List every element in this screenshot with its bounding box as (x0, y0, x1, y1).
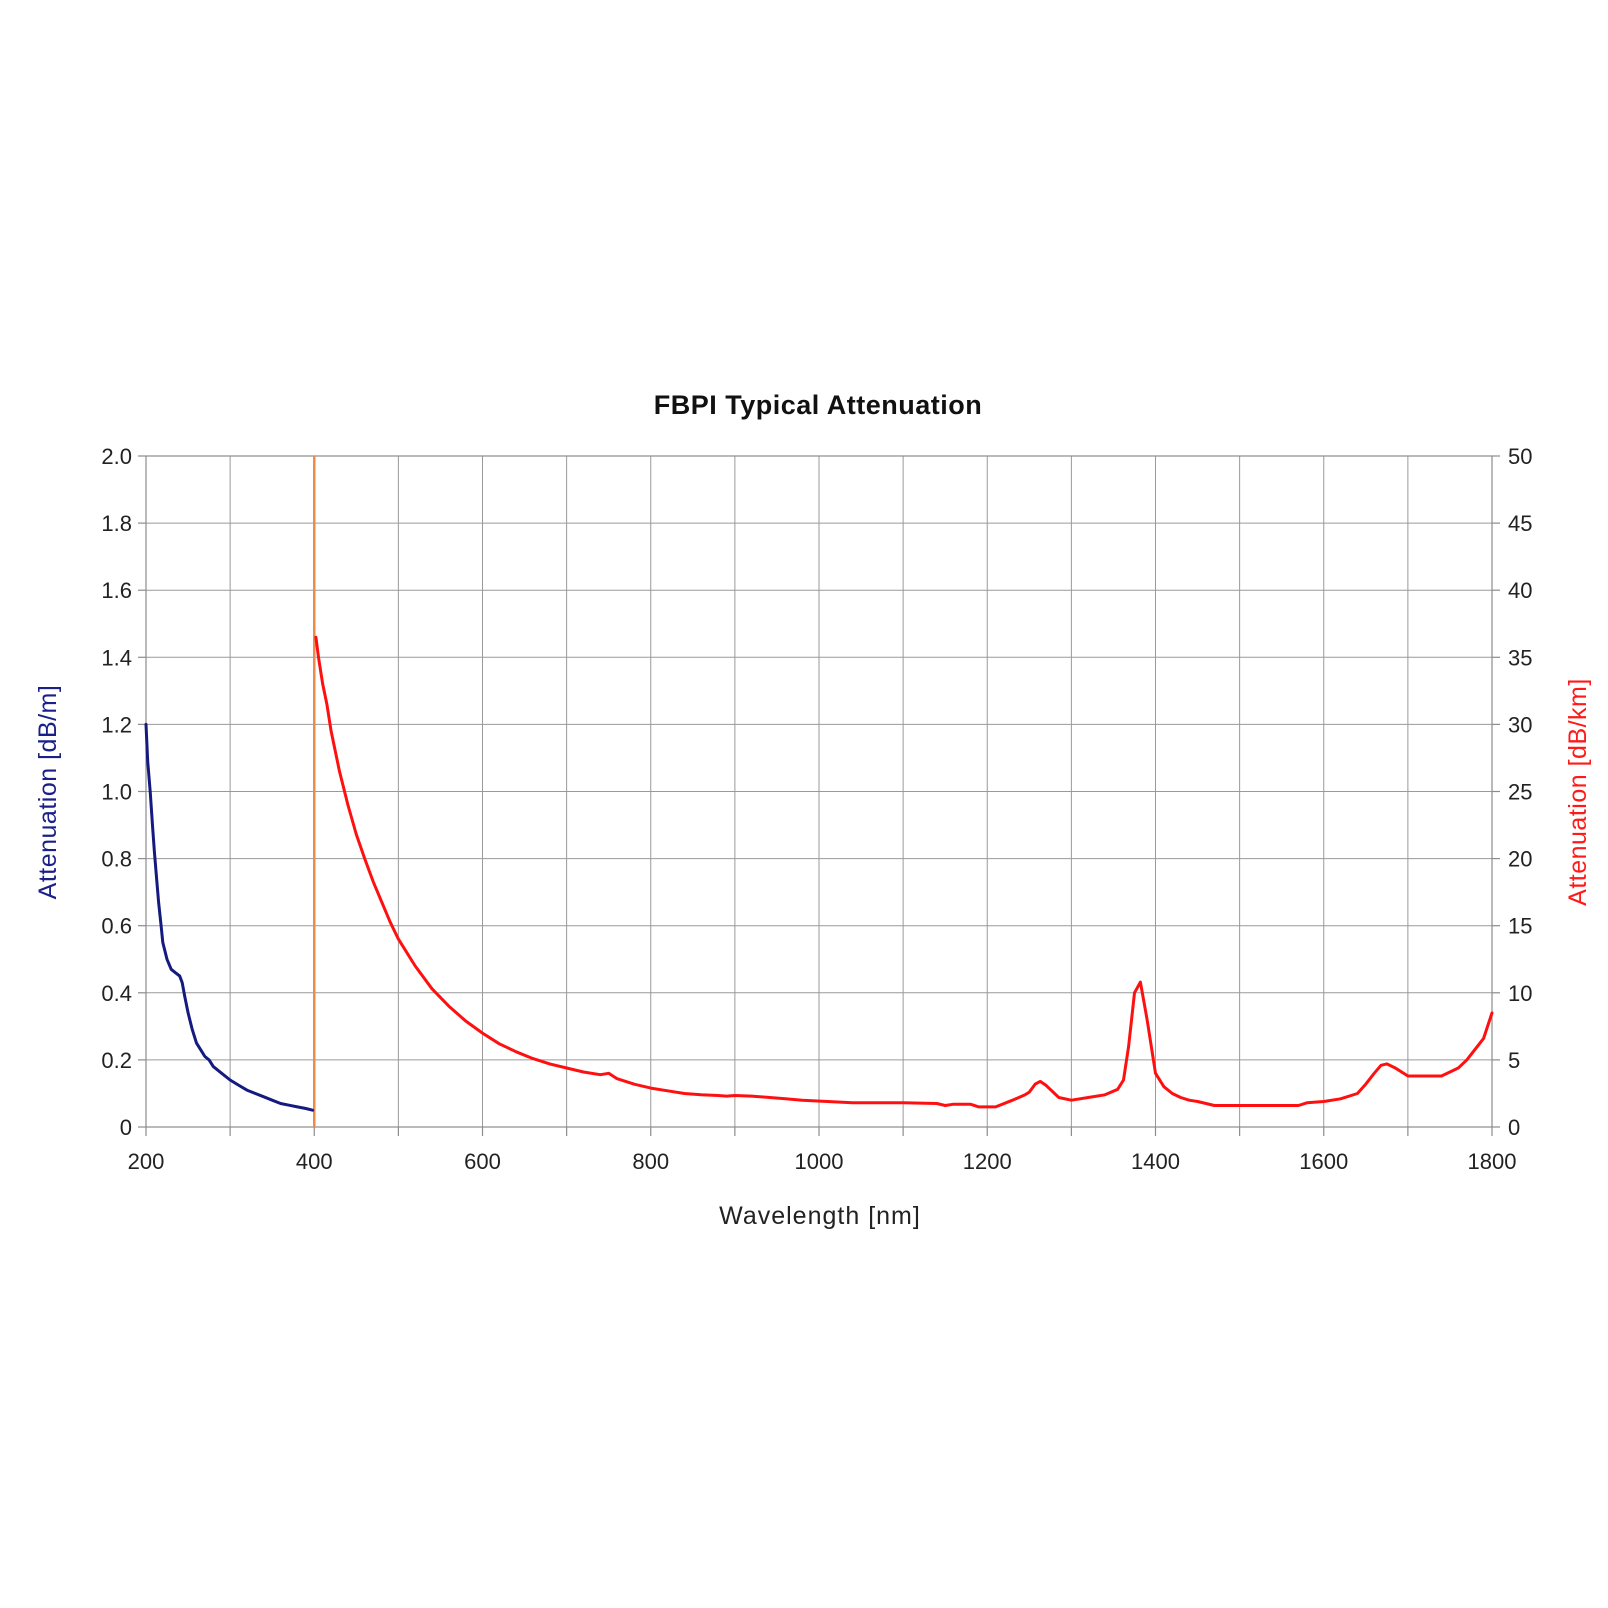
x-tick-label: 1400 (1131, 1149, 1180, 1174)
y-left-tick-label: 1.4 (101, 645, 132, 670)
y-left-tick-label: 2.0 (101, 444, 132, 469)
y-axis-label-left: Attenuation [dB/m] (34, 685, 62, 900)
y-left-tick-label: 1.0 (101, 780, 132, 805)
tick-layer: 200 400 600 800 1000 1200 1400 1600 180000.20.40… (101, 444, 1532, 1174)
y-right-tick-label: 50 (1508, 444, 1532, 469)
y-left-tick-label: 1.2 (101, 712, 132, 737)
y-right-tick-label: 40 (1508, 578, 1532, 603)
series-line-left (144, 722, 315, 1112)
y-right-tick-label: 10 (1508, 981, 1532, 1006)
x-tick-label: 1800 (1468, 1149, 1517, 1174)
y-right-tick-label: 35 (1508, 645, 1532, 670)
y-left-tick-label: 1.8 (101, 511, 132, 536)
x-tick-label: 600 (464, 1149, 501, 1174)
y-right-tick-label: 15 (1508, 914, 1532, 939)
series-layer (144, 456, 1494, 1127)
y-left-tick-label: 0 (120, 1115, 132, 1140)
y-left-tick-label: 0.6 (101, 914, 132, 939)
x-tick-label: 200 (128, 1149, 165, 1174)
y-left-tick-label: 0.2 (101, 1048, 132, 1073)
chart-title: FBPI Typical Attenuation (654, 390, 983, 420)
y-right-tick-label: 45 (1508, 511, 1532, 536)
y-right-tick-label: 25 (1508, 780, 1532, 805)
y-right-tick-label: 30 (1508, 712, 1532, 737)
x-axis-label: Wavelength [nm] (719, 1202, 921, 1230)
series-line-right (314, 635, 1494, 1109)
y-left-tick-label: 1.6 (101, 578, 132, 603)
x-tick-label: 1000 (795, 1149, 844, 1174)
x-tick-label: 800 (632, 1149, 669, 1174)
y-right-tick-label: 5 (1508, 1048, 1520, 1073)
y-right-tick-label: 0 (1508, 1115, 1520, 1140)
grid-layer (146, 456, 1492, 1127)
y-left-tick-label: 0.8 (101, 847, 132, 872)
y-axis-label-right: Attenuation [dB/km] (1564, 678, 1592, 906)
y-left-tick-label: 0.4 (101, 981, 132, 1006)
x-tick-label: 1600 (1299, 1149, 1348, 1174)
x-tick-label: 1200 (963, 1149, 1012, 1174)
x-tick-label: 400 (296, 1149, 333, 1174)
y-right-tick-label: 20 (1508, 847, 1532, 872)
